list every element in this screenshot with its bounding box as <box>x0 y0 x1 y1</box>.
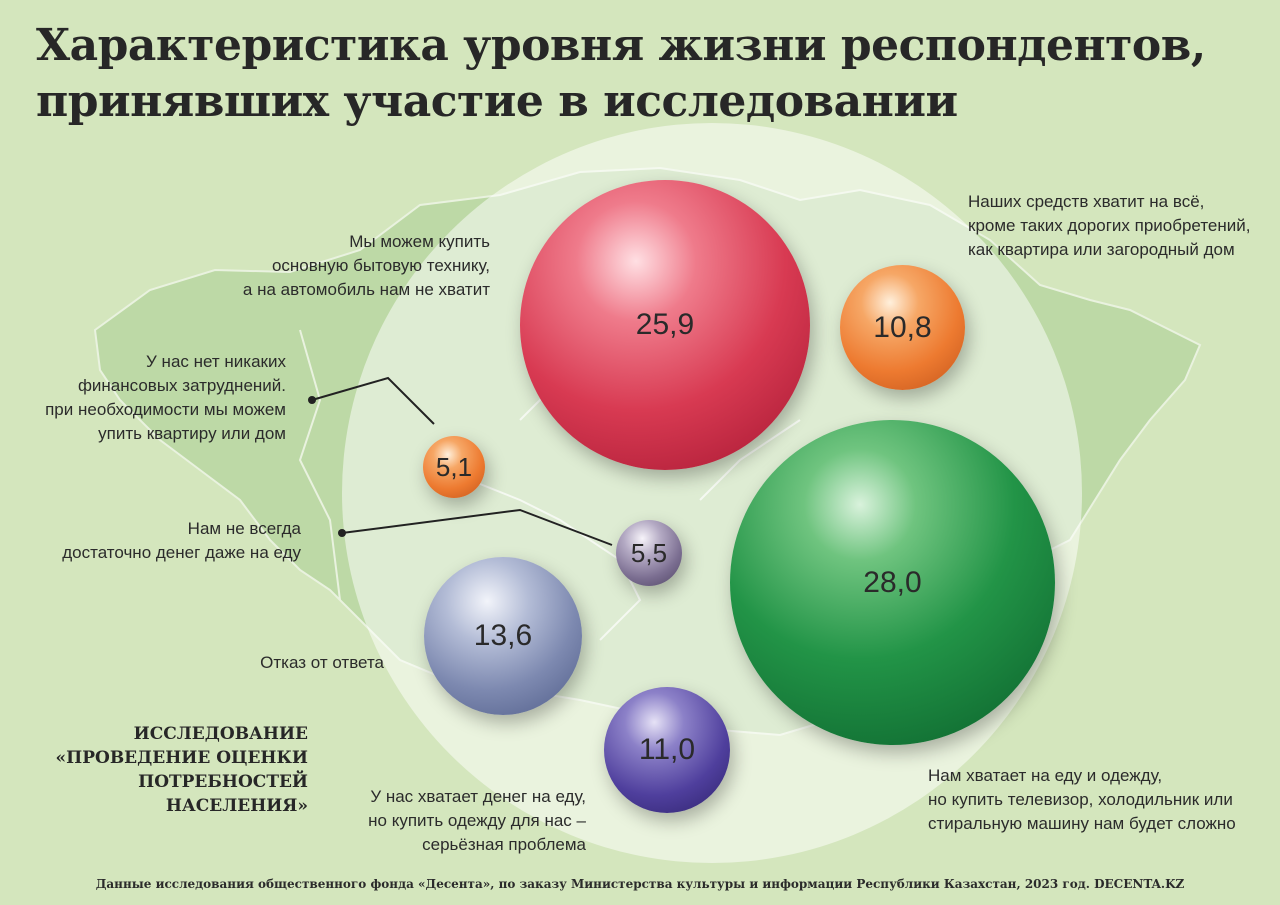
leader-line-5-1 <box>311 376 435 425</box>
label-line: как квартира или загородный дом <box>968 240 1235 259</box>
label-5-1: У нас нет никаких финансовых затруднений… <box>45 350 286 446</box>
page-title: Характеристика уровня жизни респондентов… <box>36 18 1266 130</box>
label-line: Отказ от ответа <box>260 653 384 672</box>
label-line: стиральную машину нам будет сложно <box>928 814 1236 833</box>
label-line: упить квартиру или дом <box>98 424 286 443</box>
label-line: У нас нет никаких <box>146 352 286 371</box>
study-line: ИССЛЕДОВАНИЕ <box>133 724 308 744</box>
source-note: Данные исследования общественного фонда … <box>95 877 1185 891</box>
label-line: а на автомобиль нам не хватит <box>242 280 490 299</box>
leader-dot-5-5 <box>338 529 346 537</box>
bubble-5-5: 5,5 <box>616 520 682 586</box>
label-line: Нам хватает на еду и одежду, <box>928 766 1163 785</box>
study-title: ИССЛЕДОВАНИЕ «ПРОВЕДЕНИЕ ОЦЕНКИ ПОТРЕБНО… <box>20 722 308 818</box>
bubble-25-9: 25,9 <box>520 180 810 470</box>
label-line: основную бытовую технику, <box>271 256 490 275</box>
label-28-0: Нам хватает на еду и одежду, но купить т… <box>928 764 1236 836</box>
bubble-value: 13,6 <box>473 619 533 652</box>
leader-dot-5-1 <box>308 396 316 404</box>
bubble-value: 11,0 <box>638 733 696 766</box>
label-line: но купить телевизор, холодильник или <box>928 790 1233 809</box>
bubble-28-0: 28,0 <box>730 420 1055 745</box>
study-line: НАСЕЛЕНИЯ» <box>165 796 308 816</box>
label-11-0: У нас хватает денег на еду, но купить од… <box>368 785 586 857</box>
study-line: «ПРОВЕДЕНИЕ ОЦЕНКИ <box>55 748 308 768</box>
bubble-value: 5,1 <box>435 451 473 482</box>
label-5-5: Нам не всегда достаточно денег даже на е… <box>62 517 301 565</box>
title-line-1: Характеристика уровня жизни респондентов… <box>36 20 1206 71</box>
label-25-9: Мы можем купить основную бытовую технику… <box>243 230 490 302</box>
leader-line-5-5 <box>341 508 613 546</box>
map-border-west <box>298 329 341 601</box>
label-line: при необходимости мы можем <box>45 400 286 419</box>
bubble-value: 28,0 <box>863 565 922 599</box>
label-13-6: Отказ от ответа <box>260 651 384 675</box>
bubble-13-6: 13,6 <box>424 557 582 715</box>
label-line: достаточно денег даже на еду <box>62 543 301 562</box>
bubble-value: 25,9 <box>635 308 695 341</box>
label-line: серьёзная проблема <box>422 835 586 854</box>
bubble-5-1: 5,1 <box>423 436 485 498</box>
study-line: ПОТРЕБНОСТЕЙ <box>138 772 308 792</box>
bubble-11-0: 11,0 <box>604 687 730 813</box>
label-line: финансовых затруднений. <box>77 376 286 395</box>
label-line: У нас хватает денег на еду, <box>370 787 586 806</box>
label-line: Наших средств хватит на всё, <box>968 192 1205 211</box>
label-line: Нам не всегда <box>187 519 301 538</box>
title-line-2: принявших участие в исследовании <box>36 76 958 127</box>
label-line: Мы можем купить <box>349 232 490 251</box>
label-line: но купить одежду для нас – <box>368 811 586 830</box>
label-10-8: Наших средств хватит на всё, кроме таких… <box>968 190 1250 262</box>
bubble-value: 5,5 <box>630 537 668 568</box>
label-line: кроме таких дорогих приобретений, <box>968 216 1251 235</box>
bubble-10-8: 10,8 <box>840 265 965 390</box>
bubble-value: 10,8 <box>873 310 932 344</box>
